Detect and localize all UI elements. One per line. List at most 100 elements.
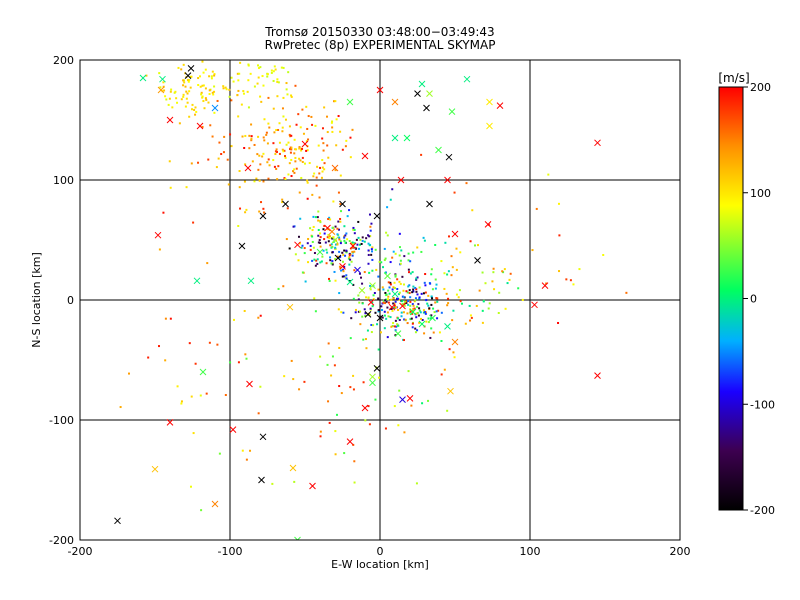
data-point-dot	[578, 268, 581, 271]
data-point-dot	[421, 402, 424, 405]
data-point-dot	[336, 233, 339, 236]
data-point-x	[426, 90, 433, 97]
data-point-dot	[309, 227, 312, 230]
data-point-x	[391, 290, 399, 298]
data-point-dot	[375, 268, 378, 271]
data-point-dot	[557, 321, 560, 324]
data-point-x	[429, 314, 436, 322]
data-point-dot	[400, 311, 403, 314]
data-point-x	[594, 372, 601, 379]
data-point-dot	[416, 329, 419, 332]
data-point-dot	[407, 285, 410, 288]
data-point-dot	[354, 308, 357, 311]
data-point-dot	[506, 282, 509, 285]
data-point-dot	[237, 115, 240, 118]
data-point-dot	[297, 113, 300, 116]
data-point-dot	[558, 234, 561, 237]
data-point-dot	[432, 307, 435, 310]
data-point-dot	[398, 232, 401, 235]
data-point-dot	[248, 147, 251, 150]
data-point-dot	[332, 236, 335, 239]
data-point-dot	[304, 280, 307, 283]
data-point-dot	[293, 168, 296, 171]
data-point-dot	[195, 110, 198, 113]
data-point-x	[259, 212, 267, 220]
data-point-dot	[403, 296, 406, 299]
data-point-dot	[418, 297, 421, 300]
data-point-dot	[215, 166, 218, 169]
data-point-x	[369, 282, 376, 289]
data-point-x	[339, 200, 346, 208]
data-point-dot	[339, 130, 342, 133]
data-point-dot	[256, 64, 259, 67]
data-point-dot	[403, 300, 406, 303]
data-point-dot	[381, 316, 384, 319]
data-point-x	[367, 299, 375, 306]
data-point-dot	[487, 307, 490, 310]
data-point-dot	[384, 299, 387, 302]
data-point-dot	[339, 255, 342, 258]
data-point-dot	[290, 158, 293, 161]
data-point-dot	[423, 239, 426, 242]
data-point-dot	[330, 374, 333, 377]
data-point-dot	[249, 449, 252, 452]
data-point-dot	[380, 305, 383, 308]
data-point-dot	[382, 299, 385, 302]
data-point-dot	[369, 235, 372, 238]
data-point-dot	[228, 88, 231, 91]
data-point-dot	[333, 270, 336, 273]
data-point-dot	[414, 297, 417, 300]
data-point-x	[346, 98, 354, 106]
data-point-dot	[405, 290, 408, 293]
data-point-dot	[335, 413, 338, 416]
data-point-dot	[407, 303, 410, 306]
data-point-dot	[387, 295, 390, 298]
data-point-dot	[417, 314, 420, 317]
data-point-dot	[228, 95, 231, 98]
data-point-dot	[385, 231, 388, 234]
data-point-x	[444, 176, 451, 184]
data-point-x	[486, 122, 493, 130]
data-point-dot	[168, 97, 171, 100]
data-point-dot	[311, 240, 314, 243]
data-point-dot	[241, 449, 244, 452]
data-point-dot	[330, 121, 333, 124]
data-point-dot	[416, 305, 419, 308]
data-point-dot	[411, 322, 414, 325]
data-point-dot	[316, 258, 319, 261]
data-point-dot	[415, 290, 418, 293]
data-point-dot	[383, 247, 386, 250]
data-point-dot	[403, 318, 406, 321]
data-point-x	[474, 257, 481, 264]
data-point-dot	[387, 298, 390, 301]
data-point-dot	[278, 152, 281, 155]
data-point-dot	[341, 148, 344, 151]
data-point-dot	[430, 327, 433, 330]
data-point-dot	[328, 421, 331, 424]
data-point-dot	[331, 355, 334, 358]
data-point-dot	[367, 262, 370, 265]
data-point-dot	[398, 254, 401, 257]
data-point-dot	[182, 95, 185, 98]
data-point-dot	[337, 308, 340, 311]
data-point-dot	[290, 148, 293, 151]
data-point-dot	[498, 291, 501, 294]
data-point-dot	[317, 144, 320, 147]
data-point-dot	[418, 321, 421, 324]
data-point-dot	[345, 232, 348, 235]
data-point-dot	[307, 115, 310, 118]
data-point-dot	[391, 188, 394, 191]
data-point-dot	[503, 268, 506, 271]
data-point-dot	[482, 300, 485, 303]
data-point-dot	[369, 307, 372, 310]
data-point-dot	[313, 297, 316, 300]
data-point-dot	[380, 261, 383, 264]
data-point-dot	[387, 281, 390, 284]
data-point-dot	[243, 309, 246, 312]
data-point-dot	[357, 298, 360, 301]
data-point-dot	[199, 394, 202, 397]
data-point-dot	[285, 238, 288, 241]
data-point-x	[211, 500, 219, 508]
data-point-dot	[392, 297, 395, 300]
data-point-x	[373, 365, 381, 372]
